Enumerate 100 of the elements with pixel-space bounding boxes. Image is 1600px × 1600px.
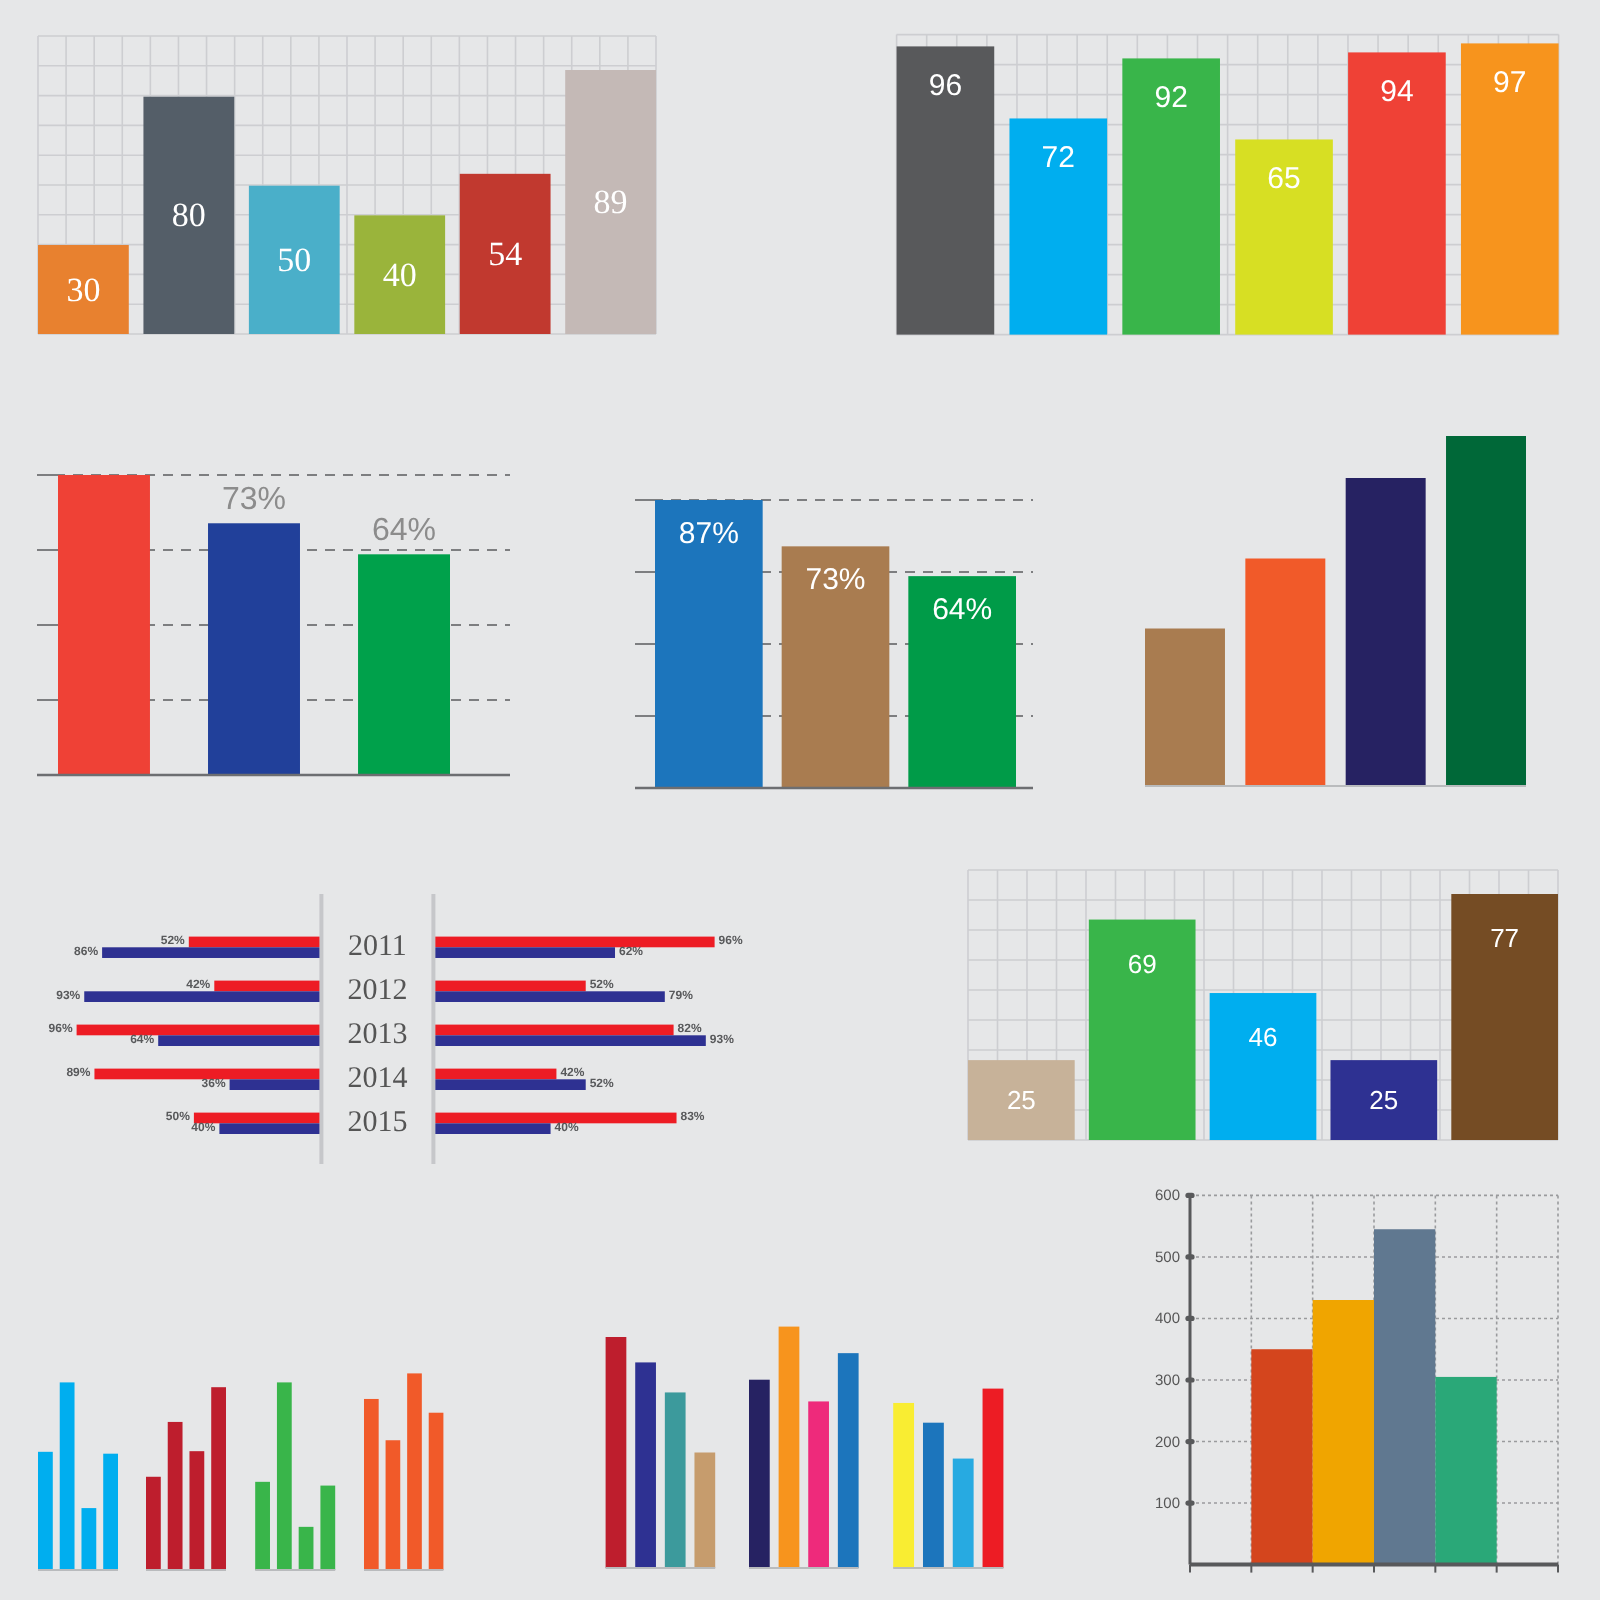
bar [428, 1412, 444, 1570]
data-label: 64% [371, 514, 437, 549]
bar [896, 46, 995, 335]
bar [1374, 1229, 1436, 1565]
bar [459, 173, 551, 334]
bar [81, 1508, 97, 1570]
bar [837, 1353, 859, 1568]
bar [433, 1123, 551, 1134]
bar [433, 1024, 674, 1036]
bar [1435, 1376, 1497, 1565]
bar [146, 1476, 161, 1570]
bar [1145, 628, 1225, 786]
bar [433, 991, 665, 1002]
bar [1345, 478, 1426, 786]
bar [1330, 1060, 1438, 1140]
bar [1235, 139, 1333, 335]
bar [1245, 558, 1326, 786]
bar [1009, 118, 1108, 335]
bar [248, 185, 340, 334]
bar [433, 947, 616, 958]
data-label: 96 [928, 69, 963, 104]
bar [158, 1035, 322, 1046]
bar [84, 991, 322, 1002]
bar [229, 1079, 322, 1090]
y-tick-label: 2011 [347, 931, 407, 964]
bar [433, 1112, 677, 1124]
bar [1088, 919, 1196, 1140]
data-label: 46 [1248, 1022, 1278, 1053]
bar [38, 1451, 53, 1570]
data-label: 97 [1493, 66, 1527, 101]
bar [922, 1422, 944, 1568]
bar [143, 96, 235, 334]
y-tick-label: 2014 [347, 1063, 409, 1096]
bar [219, 1123, 322, 1134]
bar [320, 1485, 336, 1570]
bar [1446, 436, 1526, 786]
bar [214, 980, 322, 992]
data-label: 40 [382, 255, 417, 294]
bar [694, 1452, 716, 1568]
bar [1451, 894, 1558, 1140]
bar [211, 1387, 226, 1570]
bar [385, 1440, 401, 1570]
bar [1348, 52, 1446, 335]
bar [778, 1326, 800, 1568]
bar [565, 70, 656, 334]
data-label: 30 [66, 270, 101, 309]
bar [968, 1060, 1075, 1140]
bar [102, 947, 322, 958]
bar [364, 1398, 379, 1570]
bar [893, 1402, 915, 1568]
y-tick-label: 2013 [347, 1019, 408, 1052]
bar [407, 1373, 422, 1570]
bar [189, 1451, 205, 1570]
bar [433, 1079, 586, 1090]
bar [433, 936, 715, 948]
bar [1209, 993, 1317, 1140]
bar [188, 936, 322, 948]
data-label: 94 [1380, 75, 1414, 110]
bar [38, 245, 129, 334]
data-label: 89 [593, 183, 628, 221]
data-label: 54 [488, 234, 524, 273]
data-label: 50 [277, 240, 312, 279]
bar [103, 1453, 118, 1570]
data-label: 72 [1041, 141, 1075, 176]
bar [664, 1392, 686, 1568]
data-label: 77 [1490, 923, 1520, 953]
data-label: 92 [1154, 81, 1188, 116]
y-tick-label: 2015 [347, 1107, 408, 1140]
data-label: 25 [1006, 1085, 1036, 1116]
data-label: 73% [221, 483, 287, 518]
data-label: 87% [678, 517, 739, 551]
bar [354, 215, 446, 334]
bar [76, 1024, 322, 1036]
bar [298, 1526, 314, 1570]
bar [193, 1112, 322, 1124]
bar [808, 1401, 829, 1568]
bar [1251, 1349, 1313, 1565]
bar [749, 1379, 770, 1568]
y-tick-label: 2012 [347, 975, 408, 1008]
data-label: 73% [805, 563, 866, 598]
bar [605, 1337, 627, 1568]
bar [635, 1362, 656, 1568]
data-label: 69 [1127, 948, 1157, 979]
data-label: 25 [1369, 1085, 1399, 1116]
bar [255, 1481, 270, 1570]
bar [982, 1388, 1004, 1568]
data-label: 65 [1267, 162, 1301, 197]
data-label: 64% [932, 593, 993, 628]
bar [433, 980, 586, 992]
data-label: 80 [171, 196, 206, 235]
bar [1312, 1300, 1374, 1565]
bar [1122, 58, 1220, 335]
bar [1460, 43, 1559, 335]
bar [952, 1458, 974, 1568]
bar [94, 1068, 322, 1080]
bar [433, 1068, 557, 1080]
bar [167, 1421, 183, 1570]
bar [276, 1382, 292, 1570]
bar [59, 1382, 75, 1570]
bar [433, 1035, 706, 1046]
